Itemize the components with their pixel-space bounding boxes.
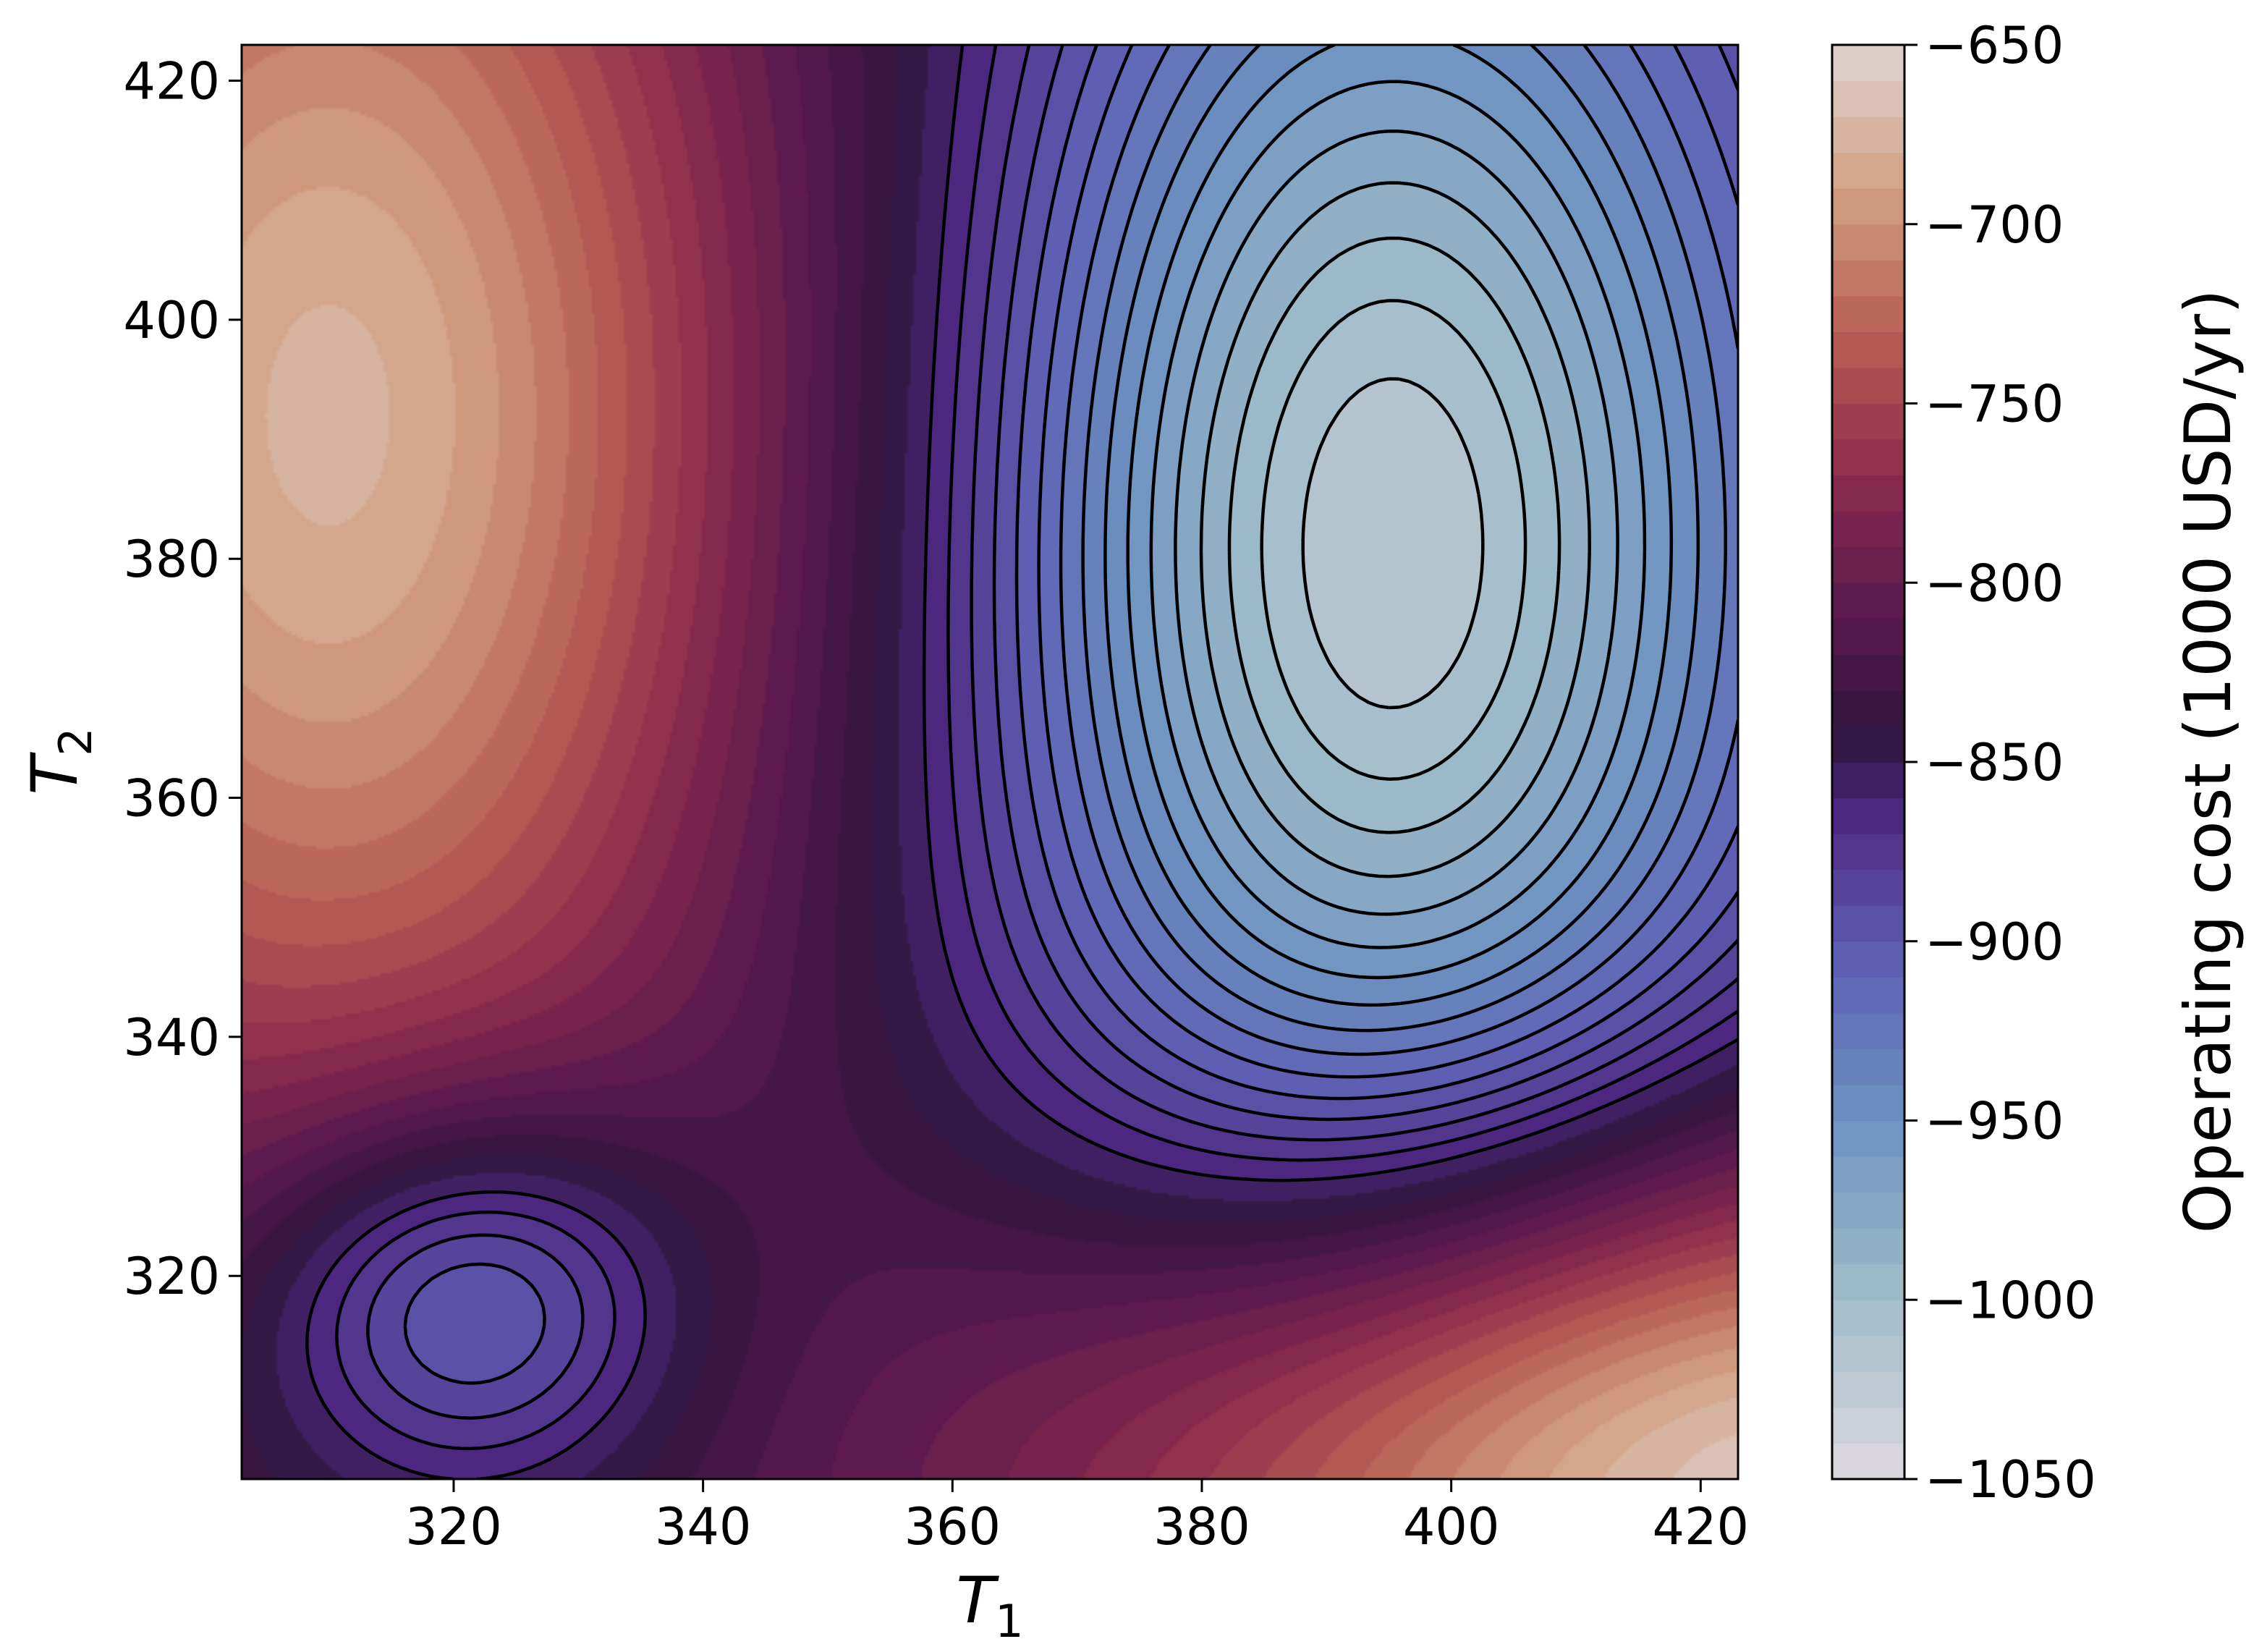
colorbar-band <box>1832 1443 1904 1480</box>
colorbar-band <box>1832 117 1904 153</box>
colorbar-band <box>1832 1156 1904 1193</box>
colorbar-band <box>1832 1407 1904 1444</box>
contour-line <box>1301 377 1485 710</box>
colorbar-band <box>1832 403 1904 440</box>
colorbar-band <box>1832 941 1904 978</box>
contour-line <box>305 45 1738 1479</box>
colorbar-band <box>1832 1120 1904 1157</box>
x-tick-label: 380 <box>1153 1497 1250 1556</box>
contour-line <box>1199 181 1591 878</box>
colorbar-band <box>1832 475 1904 512</box>
contour-line <box>1081 45 1727 1033</box>
x-axis-label: T1 <box>956 1563 1023 1648</box>
colorbar-band <box>1832 1371 1904 1408</box>
colorbar-band <box>1832 797 1904 834</box>
colorbar-band <box>1832 1192 1904 1229</box>
contour-line <box>1103 45 1700 1007</box>
y-axis-label: T2 <box>17 727 102 795</box>
colorbar-band <box>1832 1084 1904 1122</box>
plot-frame <box>240 43 1739 1481</box>
colorbar-band <box>1832 546 1904 583</box>
contour-line <box>335 45 1738 1451</box>
colorbar-band <box>1832 331 1904 368</box>
colorbar-tick-label: −650 <box>1925 16 2064 75</box>
colorbar-band <box>1832 1300 1904 1337</box>
x-tick-label: 320 <box>405 1497 502 1556</box>
y-tick-label: 340 <box>123 1008 220 1067</box>
colorbar-tick-label: −900 <box>1925 912 2064 972</box>
colorbar-band <box>1832 726 1904 763</box>
colorbar-bands <box>1832 45 1904 1480</box>
colorbar-band <box>1832 80 1904 117</box>
contour-line <box>1174 130 1619 916</box>
colorbar-band <box>1832 260 1904 297</box>
colorbar-band <box>1832 583 1904 619</box>
colorbar-band <box>1832 1012 1904 1049</box>
contour-line <box>366 45 1738 1420</box>
colorbar-band <box>1832 45 1904 82</box>
x-tick-label: 400 <box>1403 1497 1500 1556</box>
colorbar-band <box>1832 1049 1904 1085</box>
x-axis-label-sub: 1 <box>995 1595 1023 1648</box>
colorbar-band <box>1832 762 1904 799</box>
colorbar-band <box>1832 224 1904 260</box>
colorbar-band <box>1832 869 1904 906</box>
colorbar-band <box>1832 511 1904 548</box>
colorbar-band <box>1832 1228 1904 1265</box>
colorbar-tick-label: −700 <box>1925 195 2064 255</box>
colorbar-ticks: −650 −700 −750 −800 −850 −900 −950 −1000 −1050 <box>1904 16 2096 1509</box>
contour-line <box>1126 45 1674 980</box>
x-tick-label: 340 <box>655 1497 752 1556</box>
y-tick-label: 420 <box>123 52 220 111</box>
colorbar-label: Operating cost (1000 USD/yr) <box>2171 289 2245 1233</box>
colorbar-band <box>1832 1335 1904 1372</box>
plot-area <box>240 43 1739 1481</box>
colorbar-band <box>1832 905 1904 942</box>
colorbar-band <box>1832 367 1904 404</box>
colorbar-band <box>1832 834 1904 871</box>
colorbar-band <box>1832 152 1904 189</box>
y-tick-label: 360 <box>123 769 220 829</box>
contour-line <box>1059 45 1738 1056</box>
y-axis-label-base: T <box>17 752 92 795</box>
x-axis-label-base: T <box>956 1563 999 1638</box>
colorbar-band <box>1832 295 1904 332</box>
colorbar-band <box>1832 654 1904 691</box>
contour-lines <box>305 45 1738 1479</box>
x-axis: 320 340 360 380 400 420 <box>405 1479 1749 1556</box>
colorbar-band <box>1832 618 1904 655</box>
colorbar-tick-label: −950 <box>1925 1092 2064 1151</box>
y-axis: 320 340 360 380 400 420 <box>123 52 242 1306</box>
contour-line <box>403 45 1738 1385</box>
colorbar-tick-label: −800 <box>1925 554 2064 613</box>
contour-line <box>1227 236 1561 834</box>
colorbar-tick-label: −750 <box>1925 375 2064 434</box>
y-tick-label: 320 <box>123 1247 220 1306</box>
colorbar-band <box>1832 977 1904 1014</box>
colorbar-band <box>1832 1263 1904 1300</box>
x-tick-label: 420 <box>1652 1497 1749 1556</box>
colorbar-band <box>1832 439 1904 476</box>
colorbar: −650 −700 −750 −800 −850 −900 −950 −1000 −1050 O… <box>1831 16 2245 1509</box>
colorbar-tick-label: −1000 <box>1925 1271 2096 1330</box>
contour-line <box>1014 45 1738 1101</box>
x-tick-label: 360 <box>904 1497 1001 1556</box>
contour-line <box>1149 80 1647 949</box>
y-axis-label-sub: 2 <box>49 727 102 755</box>
colorbar-band <box>1832 690 1904 727</box>
contour-line <box>1260 299 1527 781</box>
y-tick-label: 380 <box>123 530 220 589</box>
colorbar-tick-label: −850 <box>1925 733 2064 792</box>
contour-line <box>1037 45 1738 1079</box>
colorbar-tick-label: −1050 <box>1925 1450 2096 1509</box>
y-tick-label: 400 <box>123 291 220 350</box>
colorbar-band <box>1832 188 1904 225</box>
